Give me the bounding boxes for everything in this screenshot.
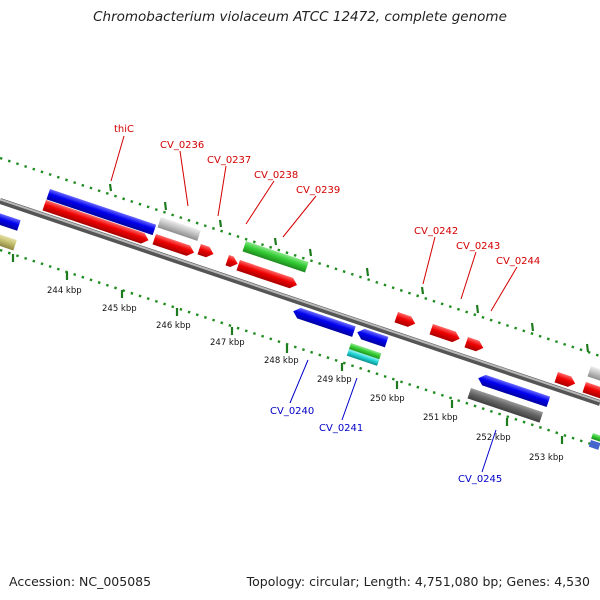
genes-forward-inner bbox=[0, 200, 600, 399]
tick-label-246: 246 kbp bbox=[156, 321, 191, 331]
genes-forward-outer bbox=[46, 189, 309, 273]
gene-red-cv0239b[interactable] bbox=[236, 260, 298, 290]
gene-label-cv0240: CV_0240 bbox=[270, 406, 314, 417]
gene-right-blue[interactable] bbox=[588, 440, 600, 450]
topology-text: Topology: circular; Length: 4,751,080 bp… bbox=[246, 574, 590, 589]
gene-darkgray-bar[interactable] bbox=[467, 388, 544, 423]
tick-label-251: 251 kbp bbox=[423, 413, 458, 423]
top-label-leaders bbox=[110, 135, 518, 312]
gene-label-cv0241: CV_0241 bbox=[319, 423, 363, 434]
gene-label-cv0238: CV_0238 bbox=[254, 170, 298, 181]
gene-cv0242-bar[interactable] bbox=[394, 312, 416, 329]
tick-label-249: 249 kbp bbox=[317, 375, 352, 385]
gene-thic-bar[interactable] bbox=[46, 189, 157, 236]
inner-ticks bbox=[11, 254, 564, 444]
gene-label-cv0242: CV_0242 bbox=[414, 226, 458, 237]
tick-label-247: 247 kbp bbox=[210, 338, 245, 348]
gene-cv0236-bar[interactable] bbox=[157, 217, 201, 241]
gene-gray-right[interactable] bbox=[587, 366, 600, 382]
inner-dotted-track bbox=[0, 248, 600, 449]
outer-ticks bbox=[108, 183, 590, 353]
gene-cv0238-small[interactable] bbox=[197, 244, 215, 259]
tick-label-250: 250 kbp bbox=[370, 394, 405, 404]
genome-backbone-highlight bbox=[0, 198, 600, 403]
gene-left-olive[interactable] bbox=[0, 233, 17, 251]
genome-backbone bbox=[0, 198, 600, 406]
gene-cv0244-bar[interactable] bbox=[464, 337, 485, 353]
gene-label-cv0244: CV_0244 bbox=[496, 256, 540, 267]
gene-left-blue[interactable] bbox=[0, 212, 21, 231]
tick-label-244: 244 kbp bbox=[47, 286, 82, 296]
tick-label-245: 245 kbp bbox=[102, 304, 137, 314]
gene-cv0243-bar[interactable] bbox=[429, 324, 461, 344]
gene-label-cv0239: CV_0239 bbox=[296, 185, 340, 196]
gene-label-cv0243: CV_0243 bbox=[456, 241, 500, 252]
tick-label-253: 253 kbp bbox=[529, 453, 564, 463]
gene-cv0241-green[interactable] bbox=[348, 343, 382, 360]
gene-cv0237-red[interactable] bbox=[152, 234, 195, 258]
gene-cv0240-bar[interactable] bbox=[291, 306, 356, 337]
map-title: Chromobacterium violaceum ATCC 12472, co… bbox=[93, 9, 507, 25]
gene-red-right-2[interactable] bbox=[582, 382, 600, 399]
gene-label-thic: thiC bbox=[114, 124, 134, 135]
genes-reverse bbox=[291, 306, 600, 450]
gene-red-right-1[interactable] bbox=[554, 372, 576, 389]
tick-label-248: 248 kbp bbox=[264, 356, 299, 366]
gene-small-red[interactable] bbox=[225, 255, 239, 269]
gene-cv0239-bar[interactable] bbox=[242, 240, 309, 273]
gene-label-cv0245: CV_0245 bbox=[458, 474, 502, 485]
gene-red-1[interactable] bbox=[42, 200, 150, 246]
accession-text: Accession: NC_005085 bbox=[9, 574, 152, 589]
bottom-label-leaders bbox=[289, 359, 497, 473]
outer-dotted-track bbox=[0, 156, 600, 358]
gene-blue-small[interactable] bbox=[355, 327, 389, 348]
gene-label-cv0236: CV_0236 bbox=[160, 140, 204, 151]
gene-cv0245-bar[interactable] bbox=[476, 373, 551, 408]
gene-cv0241-cyan[interactable] bbox=[346, 349, 380, 366]
gene-label-cv0237: CV_0237 bbox=[207, 155, 251, 166]
